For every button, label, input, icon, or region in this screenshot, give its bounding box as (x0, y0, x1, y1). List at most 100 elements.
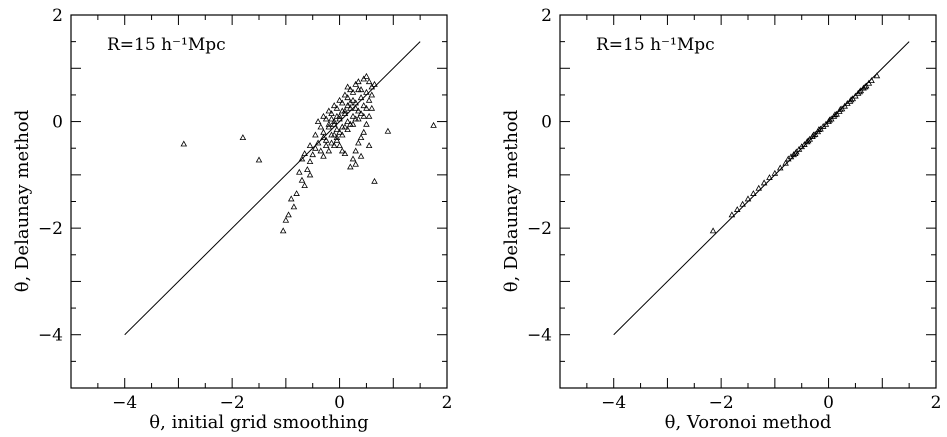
data-point (320, 112, 327, 119)
data-point (355, 139, 362, 146)
y-tick-label: 2 (541, 6, 552, 26)
data-point (368, 104, 376, 111)
x-tick-label: −2 (220, 393, 245, 413)
data-point (349, 120, 357, 127)
data-point (330, 131, 338, 138)
data-point (301, 150, 308, 157)
data-point (810, 131, 817, 138)
data-point (314, 118, 322, 125)
x-tick-label: 2 (442, 393, 453, 413)
data-point (344, 83, 351, 90)
data-point (363, 88, 370, 95)
data-point (776, 164, 784, 171)
data-point (338, 107, 346, 114)
data-point (349, 96, 357, 103)
data-point (847, 96, 855, 103)
data-point (856, 88, 864, 95)
x-tick-label: −4 (601, 393, 626, 413)
y-tick-label: 0 (52, 113, 63, 133)
data-point (733, 206, 741, 212)
data-point (344, 94, 351, 101)
y-tick-label: −4 (527, 326, 552, 346)
data-point (357, 110, 365, 117)
data-point (312, 144, 319, 151)
data-point (365, 96, 373, 103)
data-point (320, 128, 327, 135)
data-point (328, 139, 335, 146)
y-tick-label: −2 (527, 219, 552, 239)
y-axis-label: θ, Delaunay method (501, 110, 522, 293)
data-point (804, 137, 812, 144)
data-point (739, 200, 746, 207)
data-point (341, 91, 349, 98)
data-point (325, 107, 333, 114)
data-point (279, 227, 287, 234)
data-point (312, 131, 319, 138)
data-point (363, 72, 370, 79)
data-point (355, 78, 362, 85)
data-point (336, 142, 343, 149)
data-point (360, 112, 368, 119)
data-point (368, 91, 376, 98)
data-point (826, 116, 833, 123)
data-point (349, 155, 357, 162)
data-point (709, 227, 717, 234)
panel-annotation: R=15 h⁻¹Mpc (107, 35, 226, 55)
data-point (347, 163, 354, 170)
data-point (338, 131, 346, 138)
data-point (344, 102, 351, 109)
data-point (338, 99, 346, 106)
data-point (338, 147, 346, 154)
data-point (293, 190, 300, 196)
data-point (837, 105, 844, 112)
data-point (861, 83, 869, 90)
data-point (255, 156, 263, 163)
data-point (349, 88, 357, 95)
data-point (831, 111, 839, 118)
data-point (301, 182, 308, 188)
data-point (328, 115, 335, 122)
data-point (322, 142, 330, 149)
x-axis-label: θ, initial grid smoothing (149, 412, 368, 433)
data-point (287, 195, 295, 202)
data-point (363, 120, 370, 127)
data-point (341, 123, 349, 130)
data-point (365, 78, 373, 85)
data-point (333, 134, 341, 141)
data-point (330, 142, 338, 149)
y-tick-label: −4 (38, 326, 63, 346)
data-point (873, 72, 881, 79)
data-point (352, 104, 359, 111)
data-point (298, 176, 306, 183)
data-point (771, 169, 779, 176)
data-point (728, 211, 736, 218)
data-point (344, 118, 351, 125)
data-point (360, 128, 368, 135)
right-scatter-panel: R=15 h⁻¹Mpc θ, Voronoi method θ, Delauna… (501, 6, 941, 433)
data-point (744, 195, 752, 202)
data-point (306, 171, 314, 178)
panel-annotation: R=15 h⁻¹Mpc (596, 35, 715, 55)
y-tick-label: 0 (541, 113, 552, 133)
data-point (815, 126, 823, 133)
data-point (384, 127, 392, 134)
data-point (306, 142, 314, 149)
data-point (349, 112, 357, 119)
data-point (333, 104, 341, 111)
data-point (791, 150, 799, 157)
data-point (363, 104, 370, 111)
data-point (357, 94, 365, 101)
data-point (282, 216, 290, 223)
y-tick-label: 2 (52, 6, 63, 26)
data-point (782, 159, 789, 166)
data-point (357, 134, 365, 141)
data-point (333, 126, 341, 133)
data-point (344, 126, 351, 133)
x-tick-label: −2 (709, 393, 734, 413)
data-point (320, 152, 327, 159)
data-point (766, 174, 773, 181)
one-to-one-line (124, 41, 421, 336)
data-point (309, 151, 316, 158)
data-point (352, 147, 359, 154)
